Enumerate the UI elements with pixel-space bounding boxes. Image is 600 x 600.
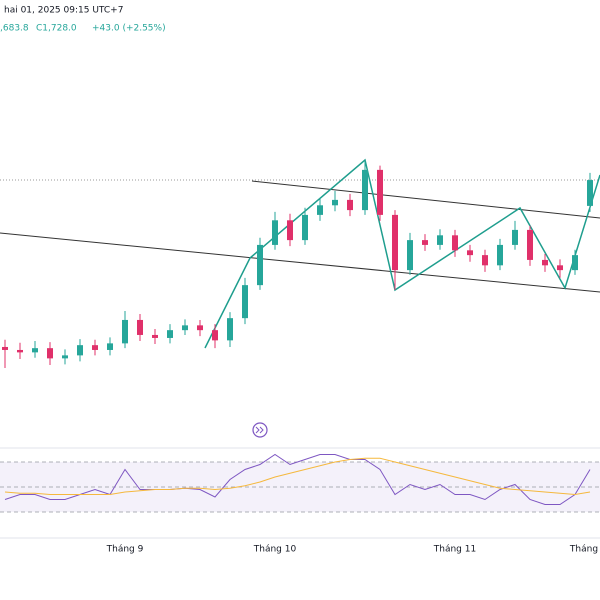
x-tick-label: Tháng 10 (253, 545, 297, 555)
ohlc-change: +43.0 (+2.55%) (92, 24, 166, 34)
candle-body (47, 348, 53, 359)
candle-body (362, 169, 368, 211)
candle-body (392, 214, 398, 271)
ohlc-close: C1,728.0 (36, 24, 77, 34)
candle-body (212, 330, 218, 341)
channel-line (251, 180, 600, 219)
ohlc-low: ,683.8 (0, 24, 29, 34)
candle-body (527, 229, 533, 260)
candle-body (587, 180, 593, 206)
rsi-band (0, 462, 600, 512)
series-line (4, 453, 591, 505)
candle-body (32, 348, 38, 353)
candle-body (2, 346, 8, 350)
series-line (4, 457, 591, 496)
candle-body (302, 214, 308, 241)
indicator-icon[interactable] (252, 422, 268, 438)
candle-body (107, 343, 113, 350)
x-tick-label: Tháng (569, 545, 598, 555)
candle-body (557, 265, 563, 271)
candle-body (482, 255, 488, 266)
candle-body (437, 235, 443, 245)
candle-body (317, 205, 323, 215)
candle-body (242, 285, 248, 319)
candle-body (182, 325, 188, 331)
chart-title: hai 01, 2025 09:15 UTC+7 (4, 6, 123, 16)
candle-body (347, 199, 353, 211)
x-tick-label: Tháng 9 (106, 545, 144, 555)
candle-body (77, 345, 83, 356)
candle-body (197, 325, 203, 331)
candle-body (407, 240, 413, 271)
candle-body (542, 259, 548, 266)
candle-body (572, 255, 578, 271)
x-tick-label: Tháng 11 (433, 545, 476, 555)
candle-body (422, 240, 428, 245)
candle-body (17, 349, 23, 353)
candle-body (167, 330, 173, 338)
candle-body (272, 220, 278, 245)
candle-body (512, 229, 518, 245)
candle-body (332, 199, 338, 206)
candle-body (62, 355, 68, 359)
candle-body (92, 345, 98, 350)
candle-body (452, 235, 458, 251)
candle-body (227, 318, 233, 341)
candle-body (152, 334, 158, 338)
candle-body (287, 220, 293, 241)
drawings (0, 179, 600, 293)
candle-body (377, 169, 383, 215)
candle-body (497, 244, 503, 266)
zigzag (204, 158, 600, 349)
channel-line (0, 232, 600, 293)
candle-body (257, 244, 263, 286)
candle-body (137, 319, 143, 335)
candle-body (122, 319, 128, 344)
candle-body (467, 250, 473, 256)
